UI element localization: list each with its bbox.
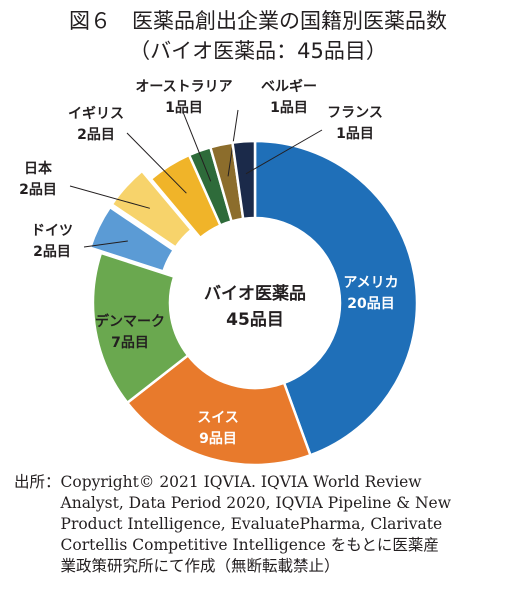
slice-label: アメリカ — [343, 275, 398, 291]
slice-3 — [88, 205, 176, 274]
slice-4 — [110, 169, 194, 250]
slice-label: スイス — [197, 410, 239, 426]
source-line: Analyst, Data Period 2020, IQVIA Pipelin… — [60, 494, 451, 512]
source-label: 出所： — [14, 473, 61, 491]
chart-title: 図６ 医薬品創出企業の国籍別医薬品数 — [69, 9, 447, 33]
slice-2 — [91, 251, 190, 405]
source-note: 出所： Copyright© 2021 IQVIA. IQVIA World R… — [14, 472, 504, 577]
slice-value-label: 2品目 — [77, 127, 115, 143]
slice-value-label: 2品目 — [33, 244, 71, 260]
source-line: 業政策研究所にて作成（無断転載禁止） — [60, 557, 340, 575]
slice-value-label: 9品目 — [199, 431, 237, 447]
source-line: Copyright© 2021 IQVIA. IQVIA World Revie… — [60, 473, 422, 491]
slice-value-label: 1品目 — [270, 100, 308, 116]
slice-1 — [125, 353, 313, 467]
chart-subtitle: （バイオ医薬品：45品目） — [129, 39, 387, 63]
source-line: Product Intelligence, EvaluatePharma, Cl… — [60, 515, 443, 533]
slice-label: 日本 — [24, 160, 53, 177]
source-line: Cortellis Competitive Intelligence をもとに医… — [60, 536, 439, 554]
slice-value-label: 7品目 — [111, 335, 149, 351]
leader-line — [69, 185, 150, 209]
slice-label: イギリス — [68, 105, 124, 122]
slice-0 — [253, 139, 419, 457]
center-total-label: 45品目 — [226, 310, 284, 330]
slice-value-label: 1品目 — [165, 100, 203, 116]
slice-label: ベルギー — [261, 78, 317, 95]
slice-value-label: 2品目 — [19, 182, 57, 198]
donut-chart: アメリカ20品目スイス9品目デンマーク7品目ドイツ2品目日本2品目イギリス2品目… — [19, 78, 419, 467]
leader-line — [126, 132, 187, 194]
slice-label: オーストラリア — [135, 79, 232, 95]
leader-line — [83, 240, 128, 248]
slice-8 — [231, 139, 257, 221]
source-text: Copyright© 2021 IQVIA. IQVIA World Revie… — [61, 472, 504, 577]
slice-value-label: 20品目 — [347, 296, 394, 312]
slice-label: デンマーク — [95, 313, 165, 330]
center-label: バイオ医薬品 — [204, 284, 306, 304]
slice-value-label: 1品目 — [336, 126, 374, 142]
leader-line — [245, 129, 323, 175]
slice-label: ドイツ — [31, 223, 73, 239]
slice-label: フランス — [327, 105, 383, 121]
leader-line — [182, 111, 212, 182]
